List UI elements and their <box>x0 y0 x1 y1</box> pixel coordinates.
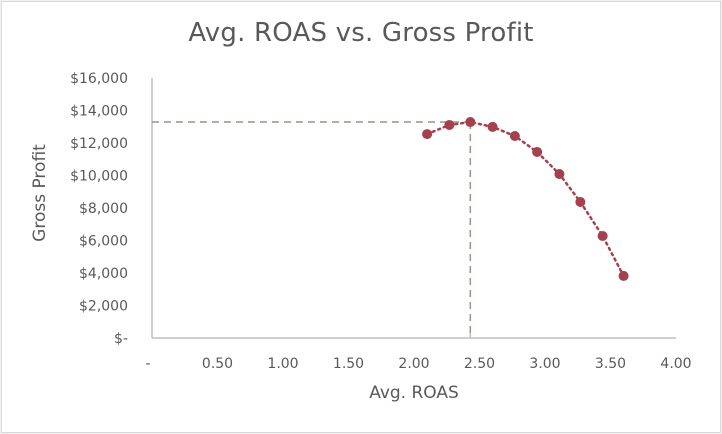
data-point <box>532 146 543 157</box>
trend-line <box>425 120 625 278</box>
chart-title: Avg. ROAS vs. Gross Profit <box>188 18 534 48</box>
data-point <box>465 117 476 128</box>
data-point <box>444 119 455 130</box>
x-tick-label: 2.00 <box>398 356 429 372</box>
y-tick-label: $14,000 <box>70 104 128 120</box>
x-tick-label: 3.00 <box>529 356 560 372</box>
y-tick-label: $8,000 <box>79 201 128 217</box>
data-point <box>618 270 629 281</box>
data-point <box>554 169 565 180</box>
x-tick-label: 3.50 <box>595 356 626 372</box>
x-tick-label: 0.50 <box>202 356 233 372</box>
y-tick-label: $12,000 <box>70 136 128 152</box>
x-tick-label: 4.00 <box>660 356 691 372</box>
x-tick-label: 1.00 <box>267 356 298 372</box>
x-tick-label: 1.50 <box>333 356 364 372</box>
x-axis-label: Avg. ROAS <box>369 383 459 403</box>
data-point <box>597 230 608 241</box>
x-tick-label: 2.50 <box>464 356 495 372</box>
y-tick-label: $- <box>114 331 128 347</box>
data-point <box>509 131 520 142</box>
y-tick-label: $6,000 <box>79 234 128 250</box>
y-tick-label: $16,000 <box>70 71 128 87</box>
x-tick-label: - <box>145 356 150 372</box>
y-tick-label: $10,000 <box>70 169 128 185</box>
y-tick-label: $2,000 <box>79 299 128 315</box>
data-point <box>575 196 586 207</box>
y-tick-label: $4,000 <box>79 266 128 282</box>
data-point <box>422 129 433 140</box>
data-point <box>487 121 498 132</box>
